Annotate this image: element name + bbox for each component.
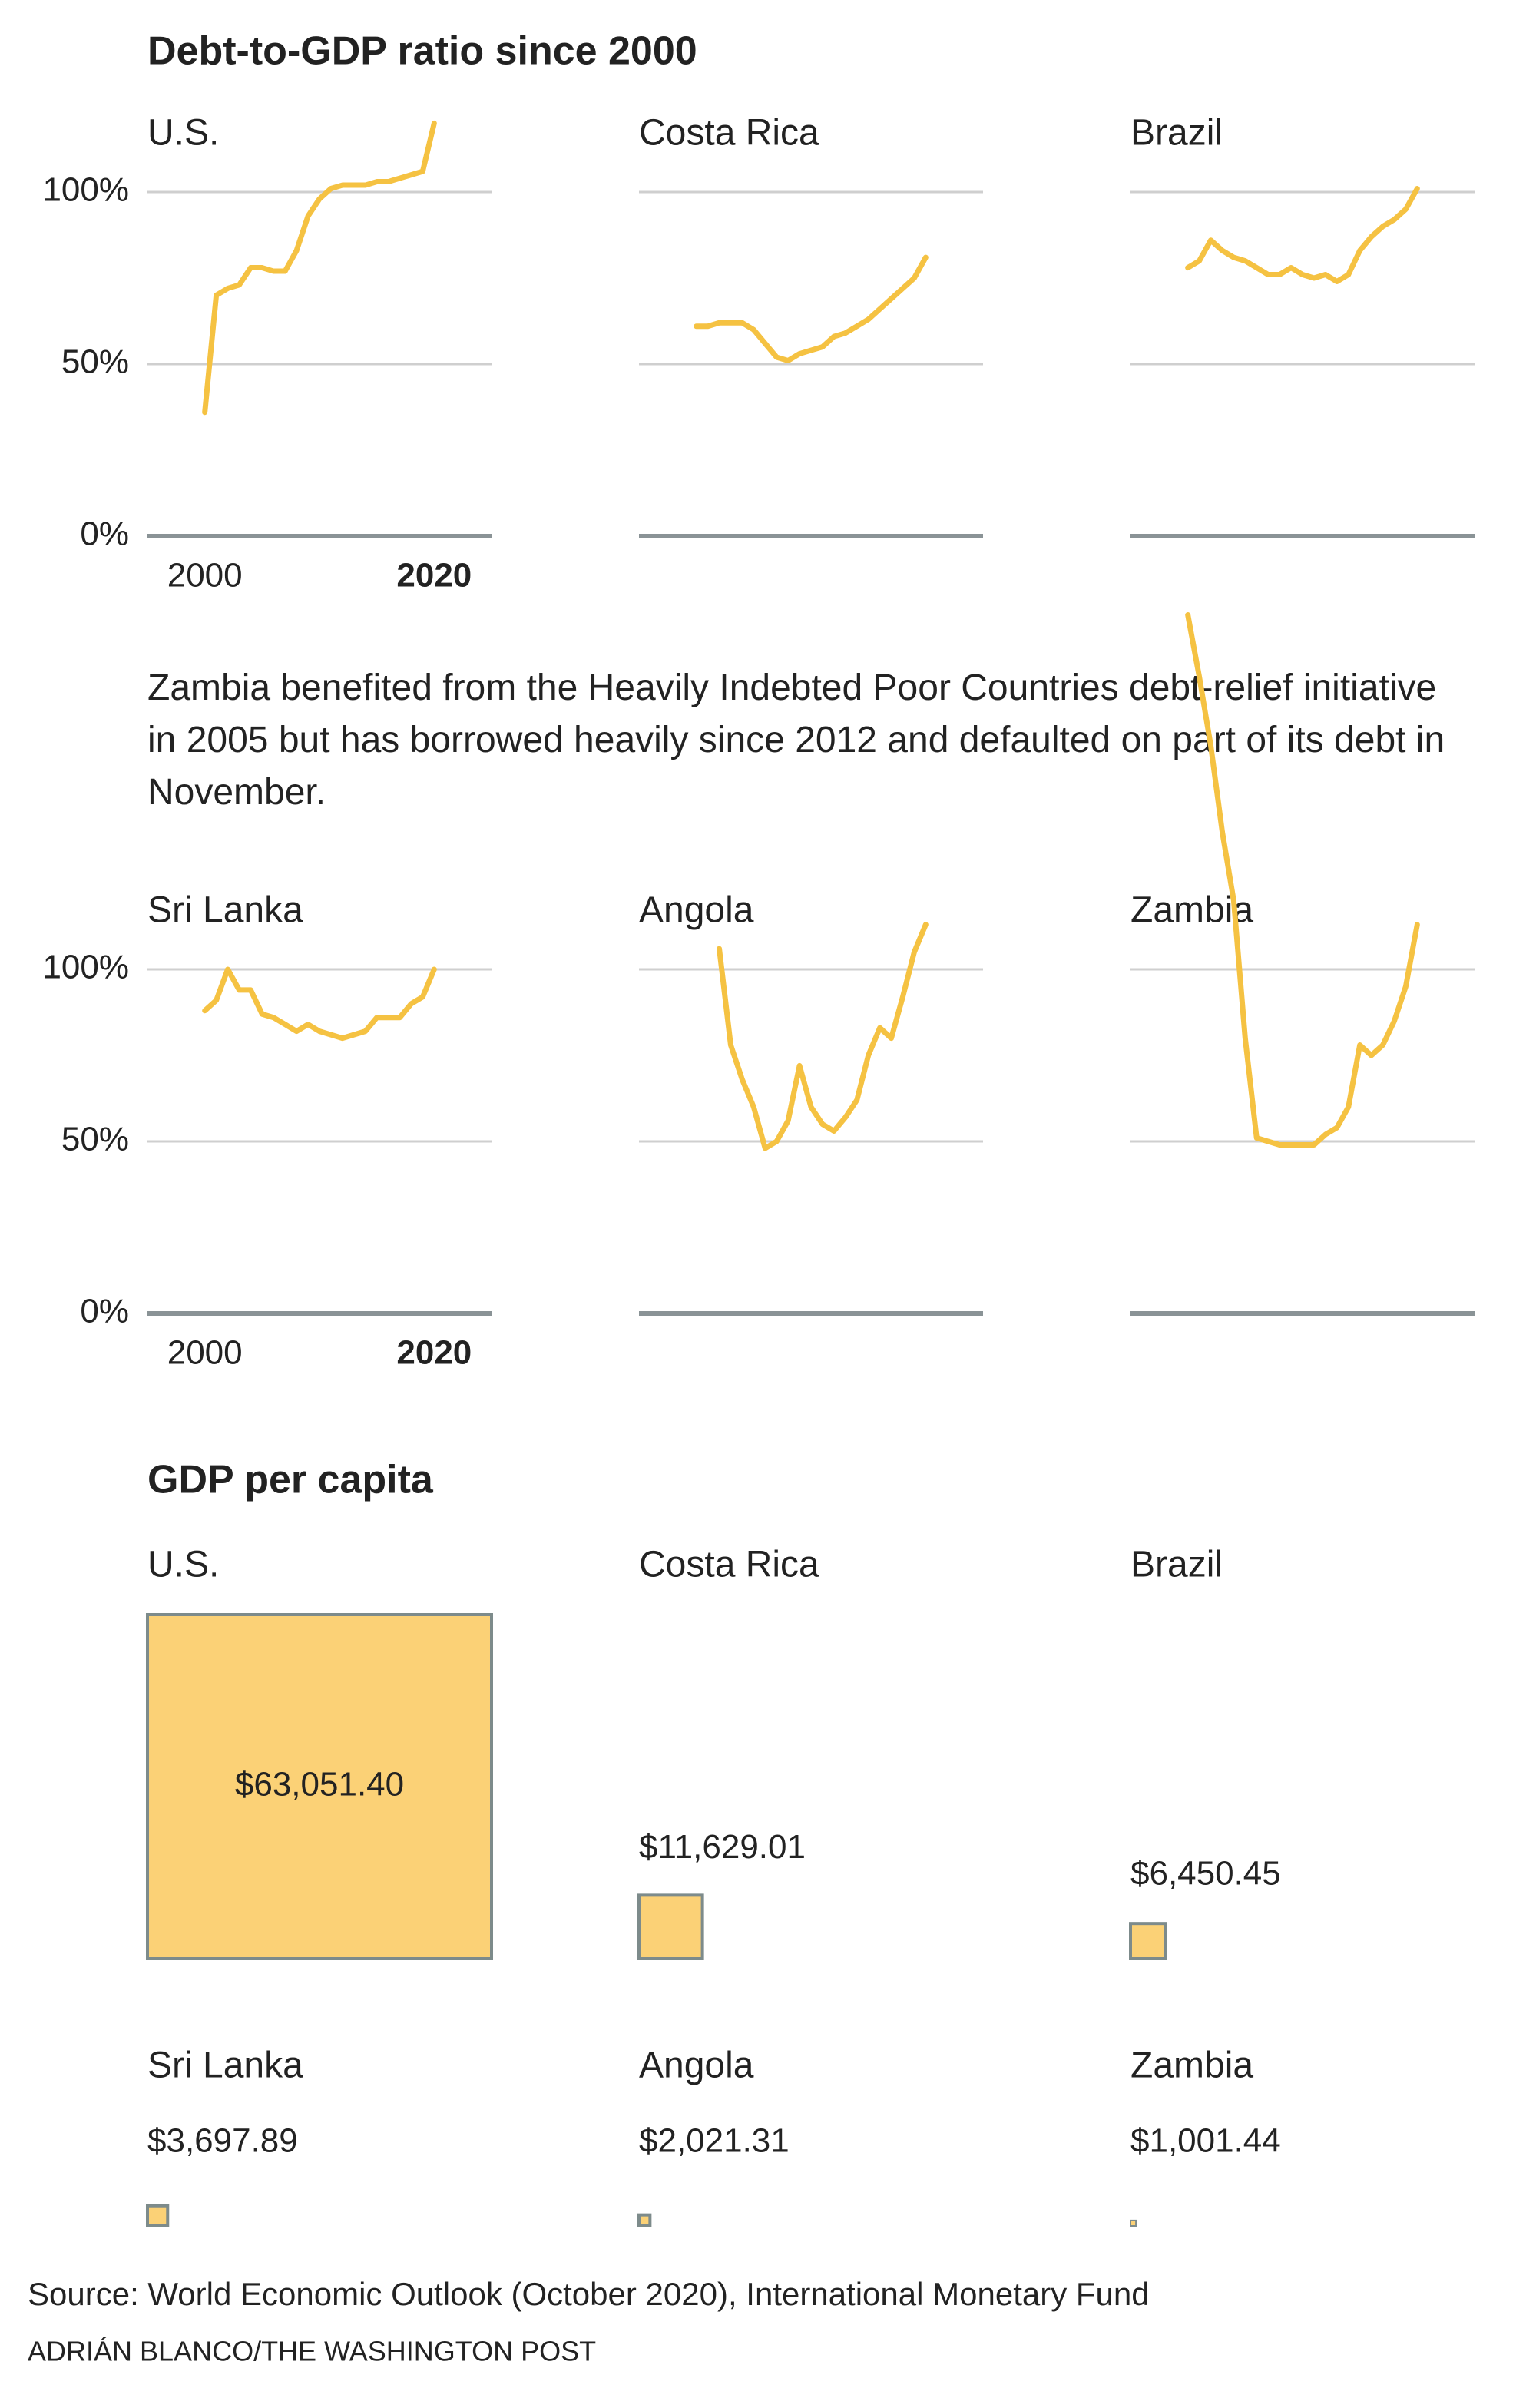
value-label: $1,001.44 bbox=[1130, 2122, 1281, 2160]
debt-line bbox=[717, 922, 929, 1151]
gdp-square bbox=[146, 2204, 170, 2228]
y-tick-label: 0% bbox=[80, 515, 129, 553]
credit: ADRIÁN BLANCO/THE WASHINGTON POST bbox=[28, 2336, 596, 2367]
source: Source: World Economic Outlook (October … bbox=[28, 2276, 1150, 2312]
country-label: Costa Rica bbox=[639, 1545, 819, 1585]
debt-line bbox=[694, 254, 929, 364]
section-title: Debt-to-GDP ratio since 2000 bbox=[147, 29, 697, 74]
x-tick-label: 2000 bbox=[167, 557, 243, 595]
section-title: GDP per capita bbox=[147, 1458, 434, 1502]
gdp-square bbox=[1130, 2219, 1137, 2227]
y-tick-label: 100% bbox=[42, 171, 129, 209]
country-label: Angola bbox=[639, 2045, 754, 2086]
panel-title: Angola bbox=[639, 890, 754, 931]
y-tick-label: 50% bbox=[61, 1121, 129, 1158]
value-label: $11,629.01 bbox=[639, 1828, 806, 1866]
gdp-square bbox=[637, 2213, 652, 2227]
panel-title: U.S. bbox=[147, 113, 219, 154]
panel-title: Sri Lanka bbox=[147, 890, 303, 931]
value-label: $2,021.31 bbox=[639, 2122, 790, 2160]
gdp-square bbox=[1129, 1922, 1167, 1960]
gdp-square bbox=[146, 1613, 493, 1960]
panel-title: Costa Rica bbox=[639, 113, 819, 154]
country-label: Zambia bbox=[1130, 2045, 1253, 2086]
country-label: Sri Lanka bbox=[147, 2045, 303, 2086]
country-label: Brazil bbox=[1130, 1545, 1223, 1585]
y-tick-label: 50% bbox=[61, 343, 129, 381]
debt-line bbox=[1185, 612, 1420, 1148]
debt-line bbox=[202, 120, 437, 416]
panel-title: Brazil bbox=[1130, 113, 1223, 154]
debt-line bbox=[202, 966, 437, 1042]
value-label: $6,450.45 bbox=[1130, 1855, 1281, 1893]
value-label: $63,051.40 bbox=[235, 1766, 404, 1804]
gdp-square bbox=[637, 1893, 704, 1961]
x-tick-label: 2000 bbox=[167, 1334, 243, 1372]
value-label: $3,697.89 bbox=[147, 2122, 298, 2160]
x-tick-label: 2020 bbox=[396, 557, 472, 595]
y-tick-label: 0% bbox=[80, 1293, 129, 1330]
annotation: Zambia benefited from the Heavily Indebt… bbox=[147, 667, 1445, 813]
y-tick-label: 100% bbox=[42, 949, 129, 986]
debt-line bbox=[1185, 186, 1420, 284]
x-tick-label: 2020 bbox=[396, 1334, 472, 1372]
country-label: U.S. bbox=[147, 1545, 219, 1585]
